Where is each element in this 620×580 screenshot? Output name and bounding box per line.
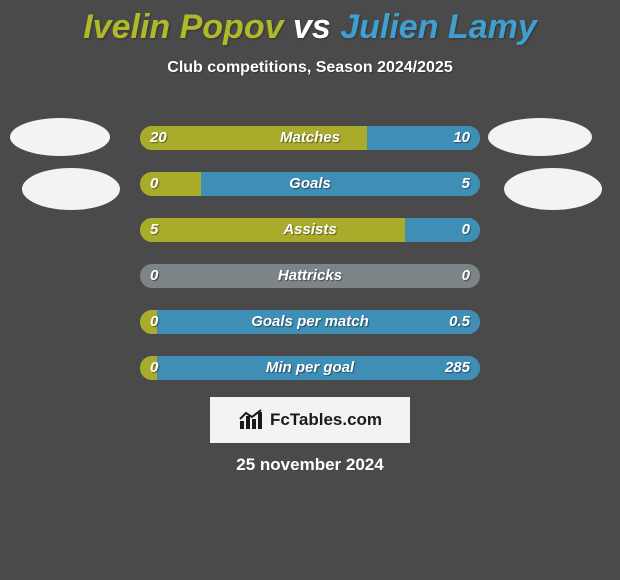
stat-label: Matches (140, 126, 480, 150)
title-vs: vs (293, 8, 331, 46)
logo-text: FcTables.com (270, 410, 382, 430)
page-title: Ivelin Popov vs Julien Lamy (0, 0, 620, 47)
player2-photo (488, 118, 592, 156)
stat-label: Min per goal (140, 356, 480, 380)
chart-icon (238, 409, 264, 431)
player1-photo (10, 118, 110, 156)
stat-row: 0285Min per goal (140, 356, 480, 380)
title-player2: Julien Lamy (340, 8, 537, 46)
fctables-logo[interactable]: FcTables.com (210, 397, 410, 443)
player1-photo-overlay (22, 168, 120, 210)
player2-photo-overlay (504, 168, 602, 210)
stat-row: 00Hattricks (140, 264, 480, 288)
title-player1: Ivelin Popov (83, 8, 283, 46)
stat-row: 50Assists (140, 218, 480, 242)
subtitle: Club competitions, Season 2024/2025 (0, 59, 620, 77)
stats-comparison-card: Ivelin Popov vs Julien Lamy Club competi… (0, 0, 620, 580)
comparison-bars: 2010Matches 05Goals 50Assists 00Hattricks 00… (140, 126, 480, 402)
stat-row: 05Goals (140, 172, 480, 196)
stat-label: Hattricks (140, 264, 480, 288)
stat-row: 2010Matches (140, 126, 480, 150)
date-label: 25 november 2024 (0, 455, 620, 475)
stat-label: Assists (140, 218, 480, 242)
stat-label: Goals (140, 172, 480, 196)
stat-row: 00.5Goals per match (140, 310, 480, 334)
stat-label: Goals per match (140, 310, 480, 334)
